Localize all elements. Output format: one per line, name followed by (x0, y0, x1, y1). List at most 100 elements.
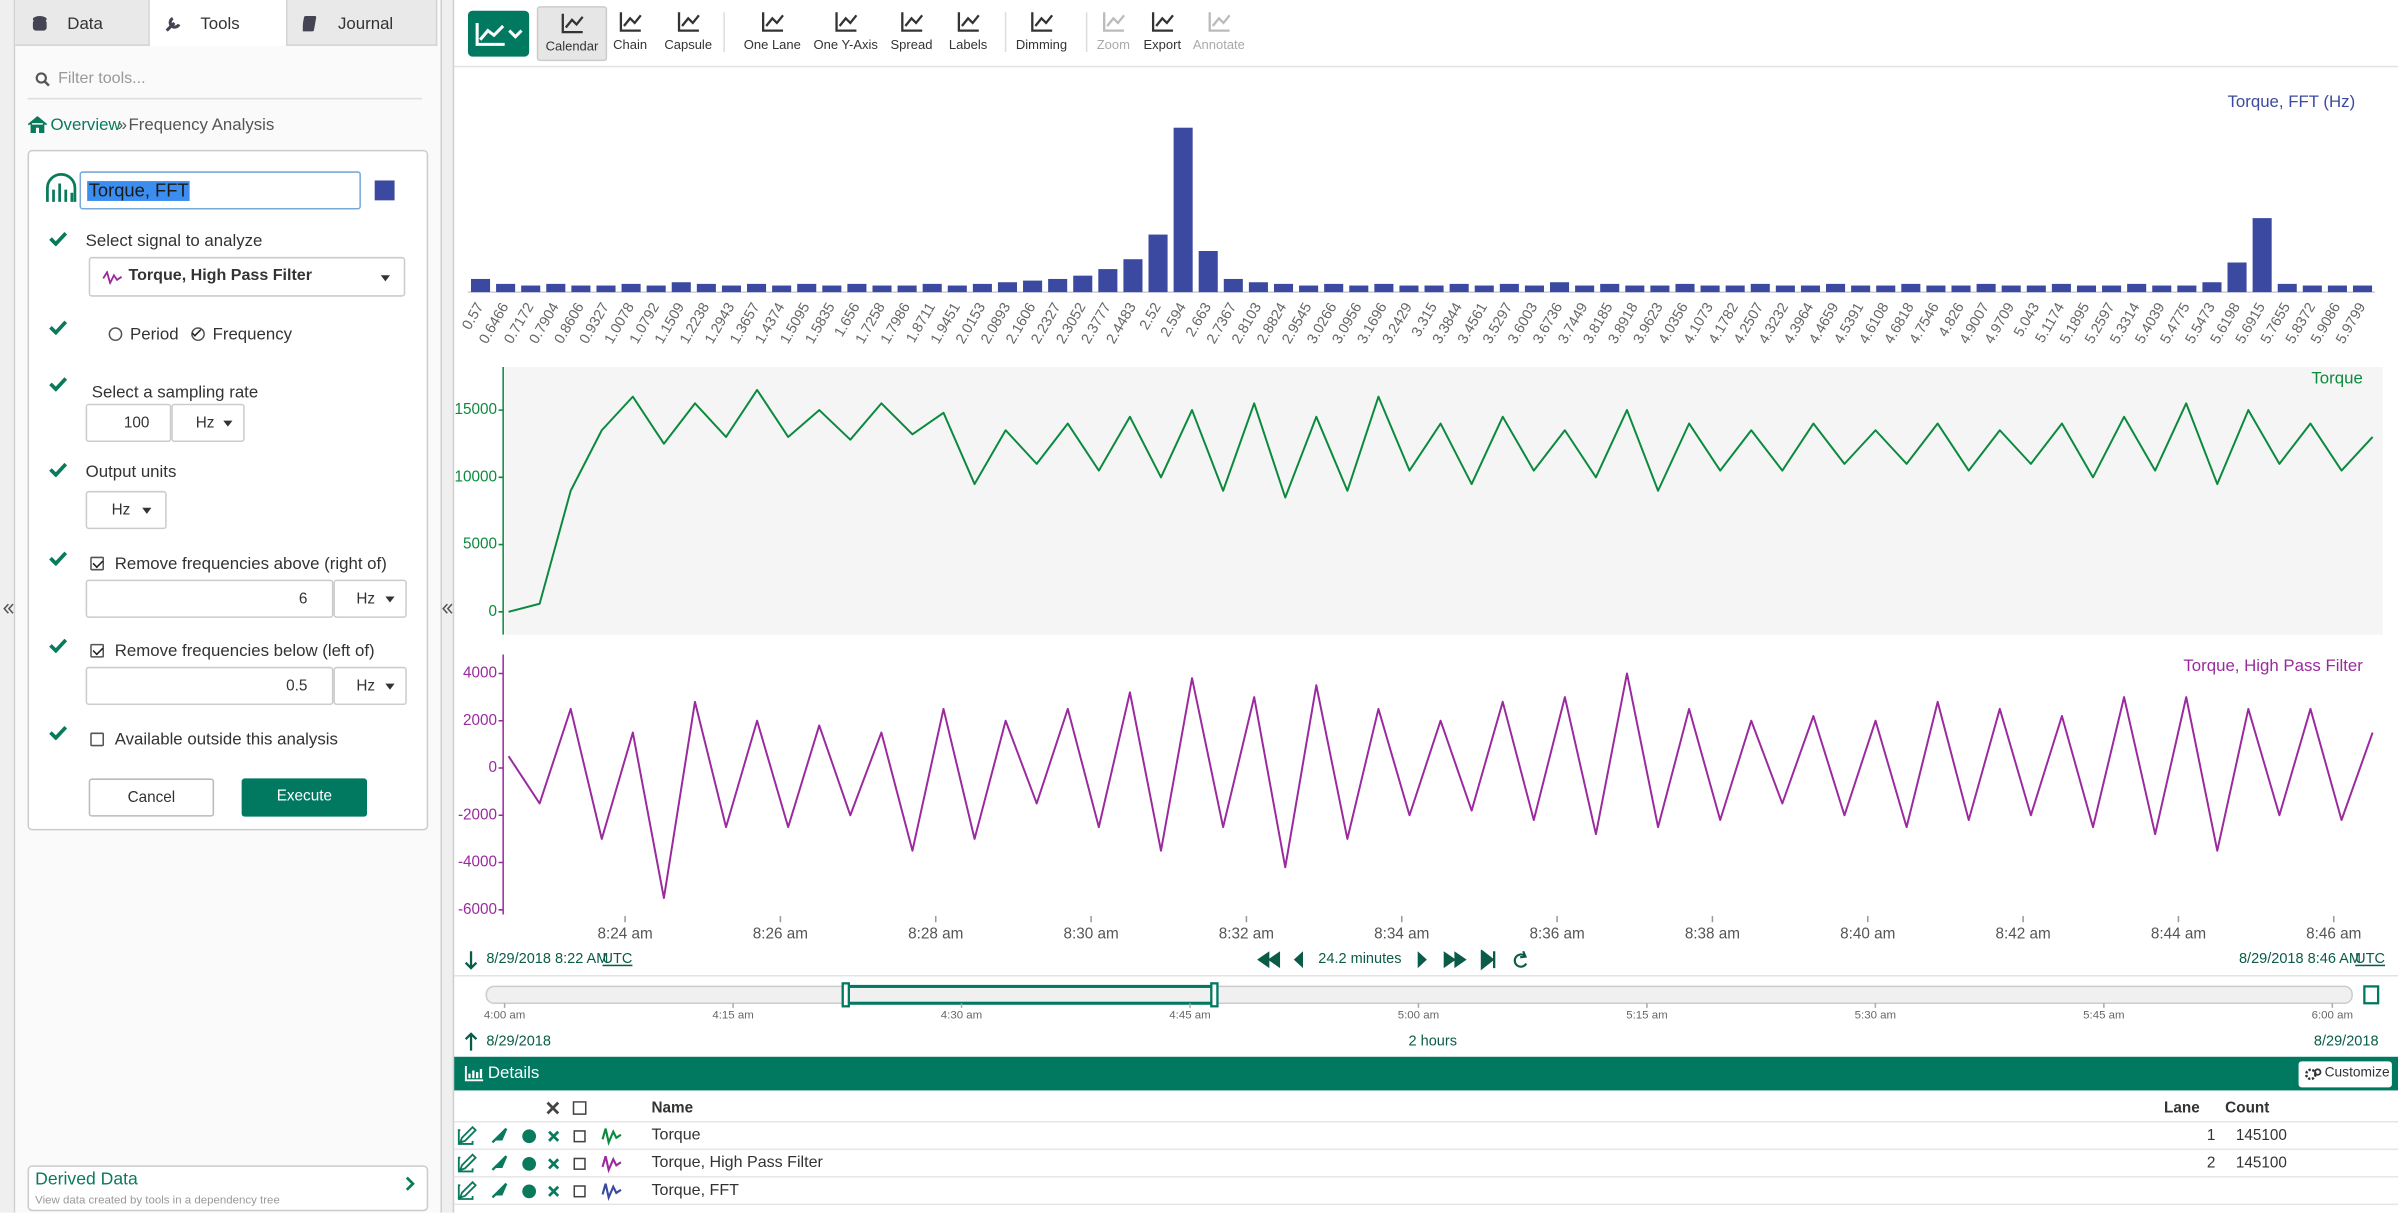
step-forward-far[interactable] (1443, 951, 1467, 969)
view-button[interactable] (467, 10, 530, 57)
above-input[interactable]: 6 (85, 579, 334, 618)
range-end[interactable]: 8/29/2018 8:46 AM (2238, 950, 2361, 968)
range-duration[interactable]: 24.2 minutes (1318, 950, 1402, 968)
bar (897, 285, 917, 293)
customize-button[interactable]: Customize (2298, 1061, 2392, 1088)
remove-all[interactable] (546, 1101, 560, 1115)
bar (2252, 218, 2272, 293)
db-shape (32, 19, 47, 31)
separator (1085, 12, 1088, 52)
range-start[interactable]: 8/29/2018 8:22 AM (486, 950, 609, 968)
info-icon[interactable] (522, 1156, 537, 1171)
column-header[interactable]: Name (651, 1100, 694, 1118)
toolbar-button[interactable]: Dimming (1008, 6, 1075, 58)
tab-icon (32, 16, 47, 31)
overview-start[interactable]: 8/29/2018 (486, 1033, 551, 1051)
remove-icon[interactable] (548, 1130, 560, 1142)
edit-icon[interactable] (457, 1125, 477, 1145)
breadcrumb-link[interactable]: Overview (50, 116, 121, 135)
search-icon (35, 72, 50, 87)
select-checkbox[interactable] (573, 1157, 586, 1170)
edit-icon[interactable] (457, 1153, 477, 1173)
radio[interactable] (108, 327, 123, 342)
checkbox[interactable] (90, 556, 104, 571)
toolbar-label: Capsule (664, 36, 713, 52)
bar (696, 283, 716, 293)
column-header[interactable]: Lane (2164, 1100, 2200, 1118)
launch-icon[interactable] (491, 1127, 508, 1144)
zoom-fit[interactable] (2363, 985, 2380, 1005)
toolbar-button[interactable]: One Lane (739, 6, 806, 58)
toolbar-button[interactable]: Spread (878, 6, 945, 58)
cancel-button[interactable]: Cancel (88, 778, 215, 817)
toolbar-button[interactable]: One Y-Axis (812, 6, 879, 58)
radio[interactable] (191, 327, 205, 342)
toolbar-icon (1151, 12, 1174, 32)
color-swatch[interactable] (374, 180, 395, 201)
tab[interactable]: Tools (149, 0, 288, 46)
below-unit-select[interactable]: Hz (333, 666, 407, 706)
checkbox[interactable] (90, 643, 104, 658)
tab[interactable]: Journal (287, 0, 438, 46)
select-checkbox[interactable] (573, 1185, 586, 1198)
jump-now[interactable] (1480, 949, 1496, 971)
selection-handle[interactable] (841, 982, 850, 1008)
toolbar-button[interactable]: Chain (596, 6, 663, 58)
launch-icon[interactable] (491, 1155, 508, 1171)
signal-select[interactable]: Torque, High Pass Filter (88, 256, 406, 297)
below-input[interactable]: 0.5 (85, 666, 334, 706)
step-forward[interactable] (1417, 951, 1427, 969)
overview-tick-label: 4:30 am (941, 1010, 982, 1022)
overview-end[interactable]: 8/29/2018 (2313, 1033, 2379, 1051)
step-back[interactable] (1293, 951, 1303, 969)
range-end-tz[interactable]: UTC (2355, 950, 2386, 968)
above-unit-select[interactable]: Hz (333, 579, 407, 618)
derived-data-card[interactable] (27, 1165, 429, 1212)
step-back-far[interactable] (1257, 951, 1281, 969)
name-input[interactable]: Torque, FFT (79, 171, 361, 210)
tab[interactable]: Data (15, 0, 150, 46)
execute-button[interactable]: Execute (241, 778, 368, 817)
arrow-down[interactable] (464, 951, 478, 970)
overview-duration[interactable]: 2 hours (1408, 1033, 1457, 1051)
refresh[interactable] (1513, 950, 1528, 968)
bar (1600, 283, 1620, 293)
bar (1976, 283, 1996, 293)
filter-input[interactable]: Filter tools... (58, 69, 146, 88)
bar (1725, 285, 1745, 293)
arrow-up[interactable] (463, 1032, 478, 1052)
caret (385, 683, 395, 690)
y-tick-label: 5000 (463, 536, 497, 553)
details-bar (454, 1056, 2398, 1091)
toolbar-button[interactable]: Capsule (655, 6, 722, 58)
bar (1273, 283, 1294, 293)
checkbox[interactable] (90, 732, 104, 747)
info-icon[interactable] (522, 1129, 537, 1144)
toolbar-button[interactable]: Labels (934, 6, 1001, 58)
select-checkbox[interactable] (573, 1130, 586, 1143)
column-header[interactable]: Count (2225, 1100, 2270, 1118)
selection-handle[interactable] (1210, 982, 1219, 1008)
toolbar-button[interactable]: Export (1129, 6, 1196, 58)
launch-icon[interactable] (491, 1182, 508, 1199)
output-unit-select[interactable]: Hz (85, 490, 167, 530)
panel-collapse-strip[interactable] (440, 0, 455, 1213)
select-all[interactable] (572, 1101, 587, 1115)
range-start-tz[interactable]: UTC (602, 950, 633, 968)
rate-input[interactable]: 100 (85, 403, 172, 442)
info-icon[interactable] (522, 1184, 537, 1199)
step-check (49, 320, 68, 335)
bar (2227, 262, 2247, 293)
collapse-icon[interactable] (442, 603, 453, 615)
collapse-icon[interactable] (3, 603, 14, 615)
remove-icon[interactable] (548, 1185, 560, 1197)
bar (1901, 283, 1921, 293)
toolbar-button[interactable]: Calendar (536, 6, 608, 62)
row-icons (457, 1180, 622, 1201)
rate-unit-select[interactable]: Hz (171, 403, 245, 442)
edit-icon[interactable] (457, 1180, 477, 1200)
remove-icon[interactable] (548, 1158, 560, 1170)
left-collapse-strip[interactable] (0, 0, 16, 1213)
home-icon[interactable] (27, 116, 48, 134)
check-path (49, 462, 68, 478)
